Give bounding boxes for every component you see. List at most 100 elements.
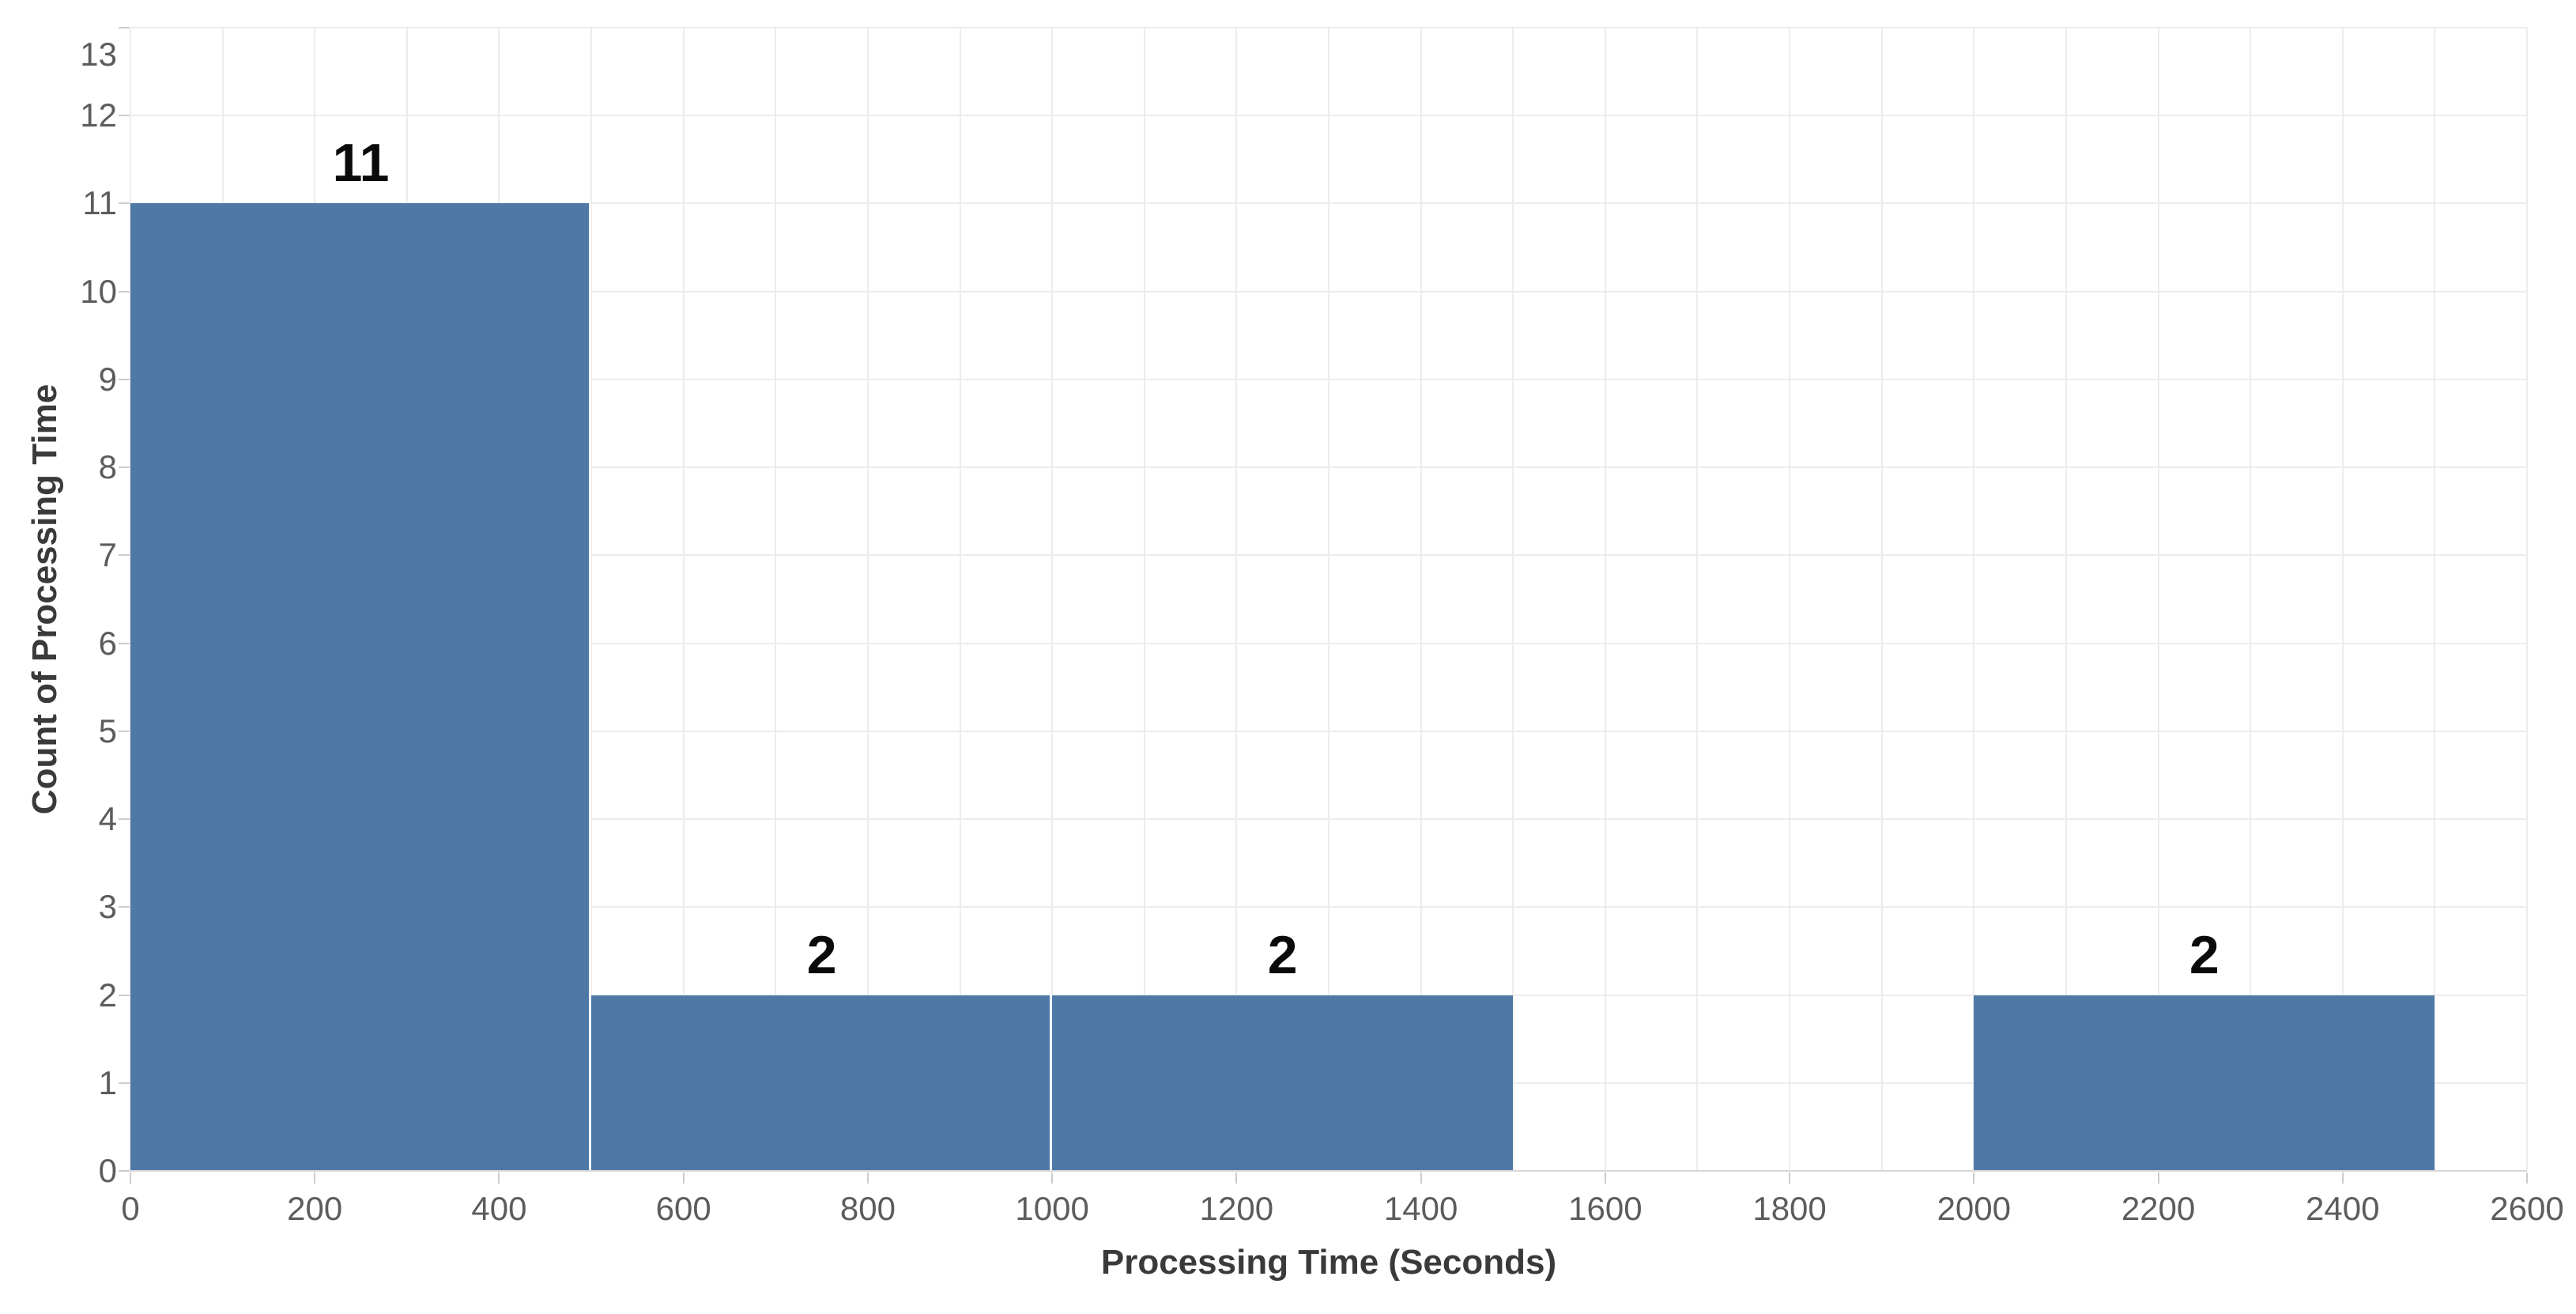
x-tick-label: 600 <box>655 1190 711 1227</box>
y-tick-mark <box>119 554 130 557</box>
bar-value-label: 2 <box>2189 924 2220 985</box>
histogram-bar[interactable] <box>591 995 1053 1171</box>
x-tick-mark <box>866 1172 869 1184</box>
x-tick-label: 1000 <box>1015 1190 1089 1227</box>
y-tick-label: 7 <box>98 536 117 574</box>
x-tick-label: 2600 <box>2490 1190 2564 1227</box>
histogram-bar[interactable] <box>130 203 592 1171</box>
grid-line-horizontal <box>130 554 2527 557</box>
grid-line-horizontal <box>130 202 2527 205</box>
x-tick-mark <box>1604 1172 1606 1184</box>
y-tick-label: 6 <box>98 624 117 662</box>
y-tick-mark <box>119 378 130 380</box>
grid-line-horizontal <box>130 290 2527 293</box>
grid-line-vertical <box>775 28 777 1171</box>
grid-line-vertical <box>1973 28 1975 1171</box>
x-tick-label: 1200 <box>1199 1190 1274 1227</box>
x-tick-mark <box>1051 1172 1054 1184</box>
y-tick-label: 4 <box>98 800 117 838</box>
grid-line-horizontal <box>130 730 2527 732</box>
x-tick-label: 200 <box>287 1190 343 1227</box>
grid-line-vertical <box>2526 28 2528 1171</box>
grid-line-horizontal <box>130 818 2527 821</box>
y-tick-label: 3 <box>98 888 117 926</box>
y-tick-mark <box>119 115 130 117</box>
grid-line-vertical <box>1512 28 1514 1171</box>
y-tick-mark <box>119 466 130 469</box>
y-tick-label: 2 <box>98 976 117 1014</box>
x-tick-mark <box>314 1172 316 1184</box>
grid-line-vertical <box>1328 28 1329 1171</box>
y-tick-mark <box>119 290 130 293</box>
grid-line-vertical <box>2157 28 2159 1171</box>
x-tick-label: 2400 <box>2306 1190 2380 1227</box>
grid-line-vertical <box>1051 28 1054 1171</box>
y-tick-label: 11 <box>82 184 117 222</box>
y-tick-label: 9 <box>98 360 117 398</box>
grid-line-vertical <box>682 28 685 1171</box>
grid-line-vertical <box>1696 28 1699 1171</box>
x-tick-label: 2200 <box>2121 1190 2196 1227</box>
histogram-bar[interactable] <box>1052 995 1514 1171</box>
x-tick-mark <box>2157 1172 2159 1184</box>
grid-line-vertical <box>2434 28 2436 1171</box>
grid-line-horizontal <box>130 906 2527 908</box>
x-tick-mark <box>682 1172 685 1184</box>
grid-line-vertical <box>2250 28 2252 1171</box>
grid-line-horizontal <box>130 642 2527 644</box>
x-tick-mark <box>2341 1172 2344 1184</box>
y-tick-mark <box>119 642 130 644</box>
y-tick-label: 12 <box>80 96 117 134</box>
x-tick-label: 2000 <box>1937 1190 2012 1227</box>
y-tick-mark <box>119 994 130 996</box>
y-tick-label: 5 <box>98 712 117 750</box>
y-tick-mark <box>119 27 130 28</box>
grid-line-vertical <box>1235 28 1238 1171</box>
grid-line-vertical <box>959 28 961 1171</box>
x-tick-mark <box>1973 1172 1975 1184</box>
x-axis-title: Processing Time (Seconds) <box>1100 1243 1557 1282</box>
grid-line-vertical <box>1143 28 1145 1171</box>
x-tick-mark <box>1789 1172 1791 1184</box>
x-tick-label: 1800 <box>1752 1190 1827 1227</box>
x-tick-label: 1600 <box>1568 1190 1643 1227</box>
y-tick-mark <box>119 906 130 908</box>
x-tick-mark <box>1420 1172 1422 1184</box>
grid-line-horizontal <box>130 115 2527 117</box>
grid-line-vertical <box>1604 28 1606 1171</box>
x-tick-mark <box>2526 1172 2528 1184</box>
histogram-bar[interactable] <box>1974 995 2435 1171</box>
grid-line-vertical <box>590 28 593 1171</box>
grid-line-vertical <box>1789 28 1791 1171</box>
x-axis-line <box>130 1170 2527 1172</box>
x-tick-mark <box>498 1172 500 1184</box>
x-tick-mark <box>1235 1172 1238 1184</box>
y-tick-label: 10 <box>80 272 117 310</box>
y-tick-mark <box>119 1170 130 1172</box>
grid-line-horizontal <box>130 378 2527 380</box>
grid-line-vertical <box>2065 28 2067 1171</box>
bar-value-label: 2 <box>1267 924 1298 985</box>
bar-value-label: 2 <box>806 924 837 985</box>
y-tick-label: 0 <box>98 1152 117 1189</box>
grid-line-horizontal <box>130 27 2527 28</box>
x-tick-label: 0 <box>121 1190 140 1227</box>
x-tick-label: 400 <box>471 1190 527 1227</box>
y-tick-mark <box>119 730 130 732</box>
grid-line-vertical <box>866 28 869 1171</box>
y-tick-mark <box>119 818 130 821</box>
y-tick-mark <box>119 1082 130 1084</box>
grid-line-horizontal <box>130 466 2527 469</box>
y-tick-label: 13 <box>80 36 117 73</box>
grid-line-vertical <box>2341 28 2344 1171</box>
y-tick-mark <box>119 202 130 205</box>
y-tick-label: 8 <box>98 448 117 486</box>
grid-line-vertical <box>1420 28 1422 1171</box>
x-tick-label: 1400 <box>1383 1190 1458 1227</box>
x-tick-mark <box>130 1172 131 1184</box>
y-tick-label: 1 <box>98 1063 117 1101</box>
bar-value-label: 11 <box>332 133 390 194</box>
x-tick-label: 800 <box>839 1190 896 1227</box>
